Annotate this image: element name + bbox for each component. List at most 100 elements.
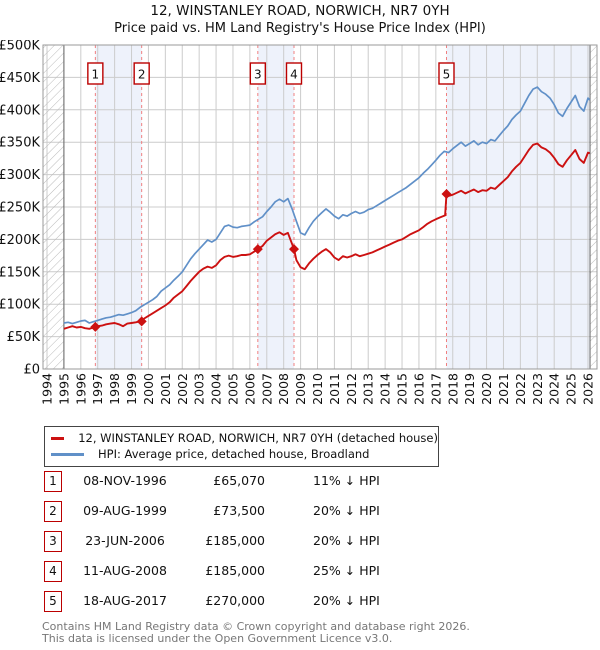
x-axis-label: 2001: [158, 373, 173, 405]
x-axis-label: 1995: [56, 373, 71, 405]
sale-date: 18-AUG-2017: [83, 593, 167, 608]
x-axis-label: 2004: [209, 373, 224, 405]
table-row: 5 18-AUG-2017 £270,000 20% ↓ HPI: [44, 587, 524, 617]
license-footer: Contains HM Land Registry data © Crown c…: [42, 621, 470, 645]
sale-vs-hpi: 20% ↓ HPI: [313, 533, 380, 548]
legend-label-hpi: HPI: Average price, detached house, Broa…: [98, 447, 370, 461]
y-axis-label: £0: [23, 363, 40, 378]
sale-number-box: [133, 62, 150, 85]
x-axis-label: 2007: [259, 373, 274, 405]
y-axis-label: £200K: [0, 233, 40, 248]
page-subtitle: Price paid vs. HM Land Registry's House …: [114, 21, 486, 36]
x-axis-label: 2003: [192, 373, 207, 405]
y-axis-label: £50K: [7, 330, 41, 345]
y-axis-label: £100K: [0, 298, 40, 313]
sale-number-box-label: 5: [443, 68, 451, 82]
x-axis-label: 2013: [361, 373, 376, 405]
sale-date: 23-JUN-2006: [85, 533, 165, 548]
table-row: 1 08-NOV-1996 £65,070 11% ↓ HPI: [44, 467, 524, 497]
table-row: 4 11-AUG-2008 £185,000 25% ↓ HPI: [44, 557, 524, 587]
y-axis-label: £350K: [0, 136, 40, 151]
x-axis-label: 2021: [496, 373, 511, 405]
hpi-line-swatch: [51, 452, 84, 456]
sale-number-box: [87, 62, 104, 85]
sale-date: 09-AUG-1999: [83, 503, 167, 518]
x-axis-label: 2023: [530, 373, 545, 405]
sale-marker: [90, 321, 101, 332]
legend-item-price: 12, WINSTANLEY ROAD, NORWICH, NR7 0YH (d…: [45, 430, 438, 446]
sale-number-badge: 5: [44, 591, 62, 612]
page-title: 12, WINSTANLEY ROAD, NORWICH, NR7 0YH: [150, 3, 450, 19]
sale-date: 08-NOV-1996: [83, 473, 167, 488]
y-axis-label: £150K: [0, 265, 40, 280]
x-axis-label: 2017: [428, 373, 443, 405]
sale-number-box: [249, 62, 267, 85]
sale-marker: [136, 316, 147, 327]
x-axis-label: 2012: [344, 373, 359, 405]
x-axis-label: 2008: [276, 373, 291, 405]
x-axis-label: 2022: [513, 373, 528, 405]
x-axis-label: 2000: [141, 373, 156, 405]
sale-price: £270,000: [205, 593, 265, 608]
x-axis-label: 1999: [124, 373, 139, 405]
sale-date: 11-AUG-2008: [83, 563, 167, 578]
y-axis-label: £300K: [0, 168, 40, 183]
sale-vs-hpi: 11% ↓ HPI: [313, 473, 380, 488]
sale-number-badge: 3: [44, 531, 62, 552]
x-axis-label: 2024: [547, 373, 562, 405]
x-axis-label: 2026: [581, 373, 596, 405]
x-axis-label: 2016: [411, 373, 426, 405]
price-paid-line: [63, 142, 591, 330]
sale-number-box-label: 3: [254, 68, 262, 82]
chart-legend: 12, WINSTANLEY ROAD, NORWICH, NR7 0YH (d…: [44, 426, 439, 467]
no-data-hatch: [43, 45, 64, 369]
x-axis-label: 2020: [479, 373, 494, 405]
sale-marker: [441, 189, 452, 200]
sale-number-badge: 4: [44, 561, 62, 582]
sale-number-box-label: 2: [138, 68, 146, 82]
x-axis-label: 2018: [445, 373, 460, 405]
sale-number-box: [438, 62, 455, 85]
price-line-swatch: [51, 436, 65, 440]
x-axis-label: 2011: [327, 373, 342, 405]
y-axis-label: £500K: [0, 40, 40, 54]
footer-line-1: Contains HM Land Registry data © Crown c…: [42, 620, 470, 633]
y-axis-label: £450K: [0, 71, 40, 86]
x-axis-label: 2005: [225, 373, 240, 405]
x-axis-label: 2015: [395, 373, 410, 405]
sale-number-box: [285, 62, 303, 85]
x-axis-label: 2014: [378, 373, 393, 405]
sale-number-badge: 2: [44, 501, 62, 522]
x-axis-label: 2010: [310, 373, 325, 405]
x-axis-label: 2002: [175, 373, 190, 405]
hpi-line: [63, 86, 591, 325]
x-axis-label: 2025: [564, 373, 579, 405]
footer-line-2: This data is licensed under the Open Gov…: [42, 632, 393, 645]
x-axis-label: 1994: [40, 373, 55, 405]
sale-vs-hpi: 20% ↓ HPI: [313, 593, 380, 608]
no-data-hatch: [590, 45, 597, 369]
y-axis-label: £250K: [0, 201, 40, 216]
sale-marker: [252, 244, 263, 255]
sale-price: £65,070: [213, 473, 265, 488]
x-axis-label: 2009: [293, 373, 308, 405]
sale-vs-hpi: 20% ↓ HPI: [313, 503, 380, 518]
sale-number-badge: 1: [44, 471, 62, 492]
x-axis-label: 2006: [242, 373, 257, 405]
table-row: 3 23-JUN-2006 £185,000 20% ↓ HPI: [44, 527, 524, 557]
sale-number-box-label: 4: [290, 68, 298, 82]
sale-vs-hpi: 25% ↓ HPI: [313, 563, 380, 578]
table-row: 2 09-AUG-1999 £73,500 20% ↓ HPI: [44, 497, 524, 527]
price-history-chart: 1 2 3 4 5 £0 £50K £100K £150K £200K £250K £300K £350…: [0, 40, 598, 405]
sale-marker: [289, 244, 300, 255]
legend-label-price: 12, WINSTANLEY ROAD, NORWICH, NR7 0YH (d…: [78, 431, 438, 445]
legend-item-hpi: HPI: Average price, detached house, Broa…: [45, 446, 438, 462]
x-axis-label: 1996: [73, 373, 88, 405]
sale-price: £185,000: [205, 563, 265, 578]
x-axis-label: 2019: [462, 373, 477, 405]
y-axis-label: £400K: [0, 103, 40, 118]
x-axis-label: 1998: [107, 373, 122, 405]
sale-price: £185,000: [205, 533, 265, 548]
plot-border: [42, 44, 598, 370]
sale-price: £73,500: [213, 503, 265, 518]
